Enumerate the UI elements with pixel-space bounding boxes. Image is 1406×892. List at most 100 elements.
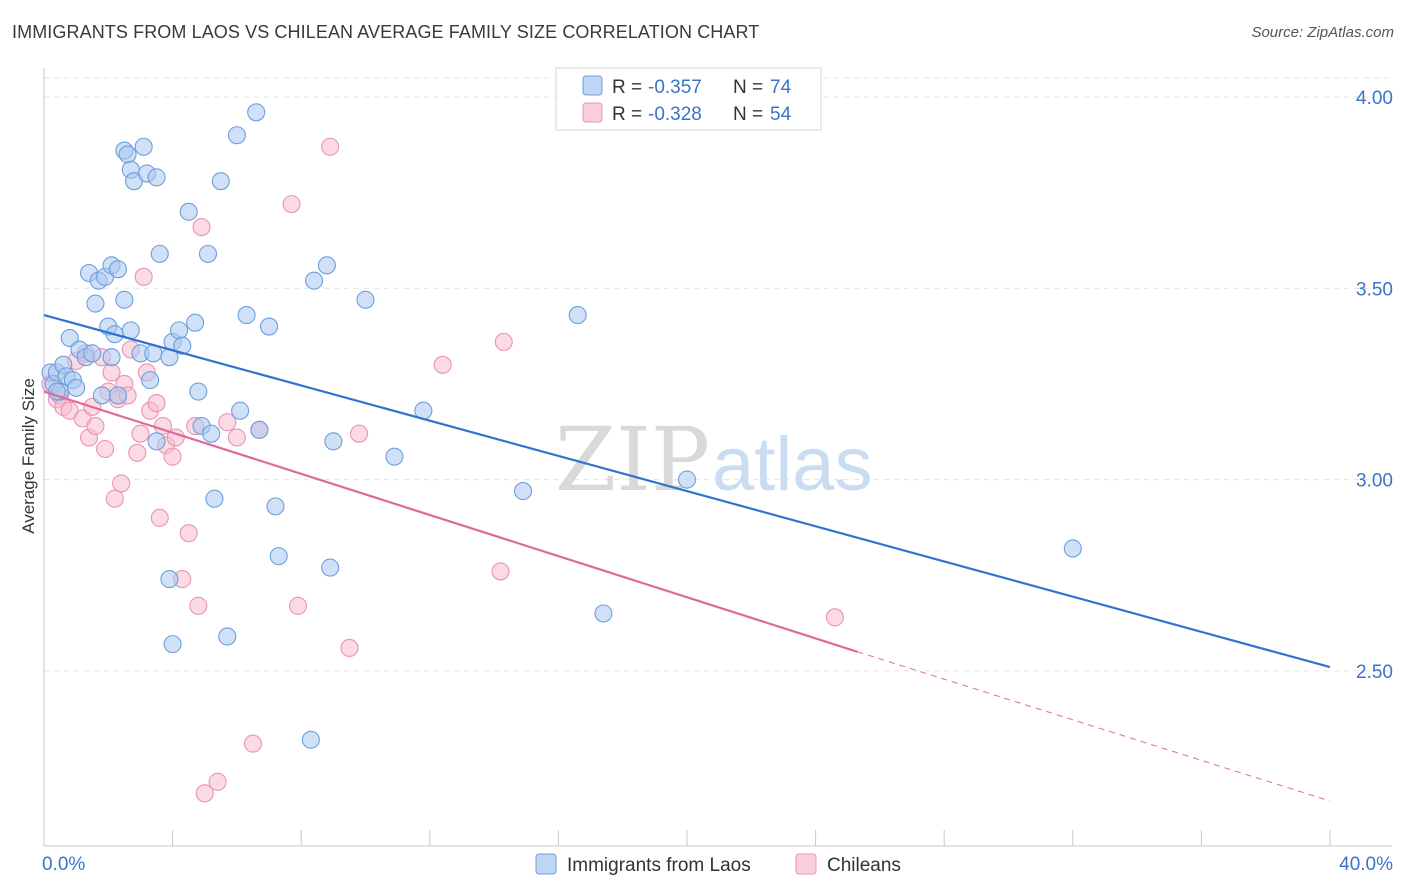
data-point <box>150 244 169 263</box>
data-point <box>218 627 237 646</box>
data-point <box>115 290 134 309</box>
x-tick-label: 40.0% <box>1339 854 1393 875</box>
y-tick-label: 3.50 <box>1356 279 1393 300</box>
legend-swatch-chileans <box>582 102 603 123</box>
data-point <box>92 386 111 405</box>
data-point <box>86 416 105 436</box>
y-tick-label: 2.50 <box>1356 662 1393 683</box>
watermark-atlas: atlas <box>712 422 873 507</box>
legend-r-value: -0.328 <box>648 104 702 125</box>
data-point <box>301 730 320 749</box>
data-point <box>160 570 179 589</box>
y-tick-label: 4.00 <box>1356 88 1393 109</box>
data-point <box>163 635 182 654</box>
data-point <box>108 260 127 279</box>
data-point <box>147 432 166 451</box>
legend-n-label: N = <box>733 77 763 98</box>
data-point <box>227 428 246 447</box>
legend-swatch-laos <box>582 75 603 96</box>
data-point <box>150 508 169 527</box>
data-point <box>131 424 150 443</box>
data-point <box>305 271 324 290</box>
data-point <box>491 562 510 581</box>
data-point <box>227 126 246 145</box>
chart-title: IMMIGRANTS FROM LAOS VS CHILEAN AVERAGE … <box>12 22 760 42</box>
legend-n-value: 54 <box>770 104 792 125</box>
data-point <box>385 447 404 466</box>
trend-lines <box>43 314 1331 802</box>
data-point <box>825 608 844 627</box>
data-point <box>112 474 131 493</box>
data-point <box>195 784 214 803</box>
legend-r-value: -0.357 <box>648 77 702 98</box>
data-point <box>134 137 153 156</box>
data-point <box>288 596 308 615</box>
data-point <box>513 482 533 501</box>
data-point <box>198 244 218 263</box>
legend-n-label: N = <box>733 104 763 125</box>
trend-line-laos <box>43 314 1331 669</box>
data-point <box>163 447 182 466</box>
laos-points <box>41 103 1082 749</box>
source-credit: Source: ZipAtlas.com <box>1251 24 1394 41</box>
y-tick-labels: 2.50 3.00 3.50 4.00 <box>1356 88 1393 683</box>
data-point <box>134 267 153 286</box>
data-point <box>205 489 224 508</box>
x-tick-label: 0.0% <box>42 854 85 875</box>
data-point <box>179 524 198 543</box>
data-point <box>324 432 343 451</box>
data-point <box>321 137 340 156</box>
trend-line-chileans <box>43 390 858 653</box>
data-point <box>141 371 160 390</box>
data-point <box>211 172 230 191</box>
data-point <box>266 497 285 516</box>
data-point <box>179 202 198 221</box>
data-point <box>86 294 105 313</box>
data-point <box>105 489 124 508</box>
data-point <box>108 386 127 405</box>
data-point <box>192 218 211 237</box>
y-axis-label: Average Family Size <box>19 378 38 534</box>
legend-r-label: R = <box>612 104 642 125</box>
data-point <box>282 195 301 214</box>
bottom-legend-label-laos: Immigrants from Laos <box>567 855 751 876</box>
data-point <box>1063 539 1082 558</box>
data-point <box>340 638 359 657</box>
data-point <box>594 604 613 623</box>
series-legend: Immigrants from Laos Chileans <box>535 853 901 876</box>
data-point <box>147 168 166 187</box>
data-point <box>317 256 336 275</box>
data-point <box>237 306 256 325</box>
data-point <box>208 772 227 791</box>
data-point <box>147 394 166 413</box>
data-point <box>186 313 205 332</box>
trend-line-chileans-extension <box>857 651 1331 802</box>
data-point <box>128 443 147 462</box>
data-point <box>231 401 250 420</box>
data-point <box>189 382 208 401</box>
bottom-legend-swatch-laos <box>535 853 557 875</box>
data-point <box>47 382 66 401</box>
data-point <box>173 336 192 355</box>
watermark-zip: ZIP <box>555 408 710 511</box>
data-point <box>96 439 115 459</box>
data-point <box>356 290 375 309</box>
data-point <box>169 321 189 340</box>
data-point <box>494 332 513 351</box>
data-point <box>269 547 288 566</box>
bottom-legend-label-chileans: Chileans <box>827 855 901 876</box>
data-point <box>321 558 340 577</box>
data-point <box>350 424 369 443</box>
data-point <box>568 306 587 325</box>
watermark: ZIP atlas <box>555 408 873 511</box>
data-point <box>433 355 452 374</box>
data-point <box>83 344 102 363</box>
data-point <box>250 420 269 439</box>
correlation-legend: R = -0.357 N = 74 R = -0.328 N = 54 <box>555 67 822 131</box>
data-point <box>218 413 237 432</box>
data-point <box>189 596 208 615</box>
bottom-legend-swatch-chileans <box>795 853 817 875</box>
data-point <box>677 470 697 489</box>
data-point <box>118 145 137 164</box>
